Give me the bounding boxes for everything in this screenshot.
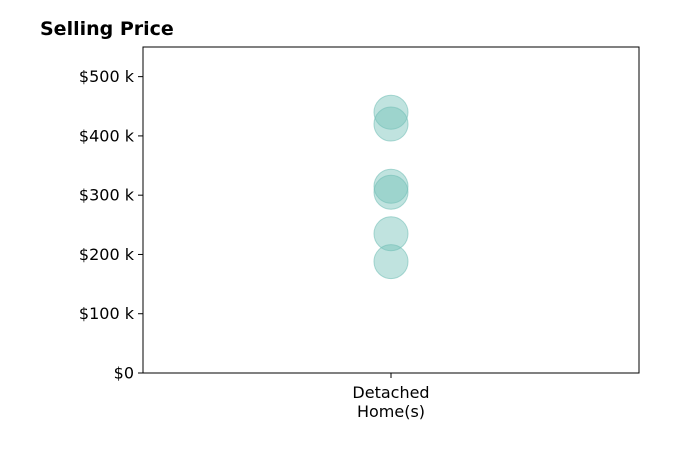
data-point — [373, 244, 409, 280]
y-tick-label: $300 k — [79, 186, 135, 205]
data-point — [373, 94, 409, 130]
data-point — [373, 216, 409, 252]
y-tick-label: $0 — [114, 364, 134, 383]
x-axis: Detached Home(s) — [352, 373, 430, 421]
chart-title: Selling Price — [40, 18, 174, 40]
y-tick-label: $200 k — [79, 245, 135, 264]
y-tick-label: $500 k — [79, 67, 135, 86]
x-tick-label: Detached Home(s) — [352, 383, 429, 421]
data-points — [373, 94, 409, 280]
plot-area-frame — [142, 46, 640, 374]
y-tick-label: $400 k — [79, 126, 135, 145]
y-axis: $0 $100 k $200 k $300 k $400 k $500 k — [79, 67, 143, 383]
data-point — [373, 174, 409, 210]
y-tick-label: $100 k — [79, 304, 135, 323]
data-point — [373, 106, 409, 142]
